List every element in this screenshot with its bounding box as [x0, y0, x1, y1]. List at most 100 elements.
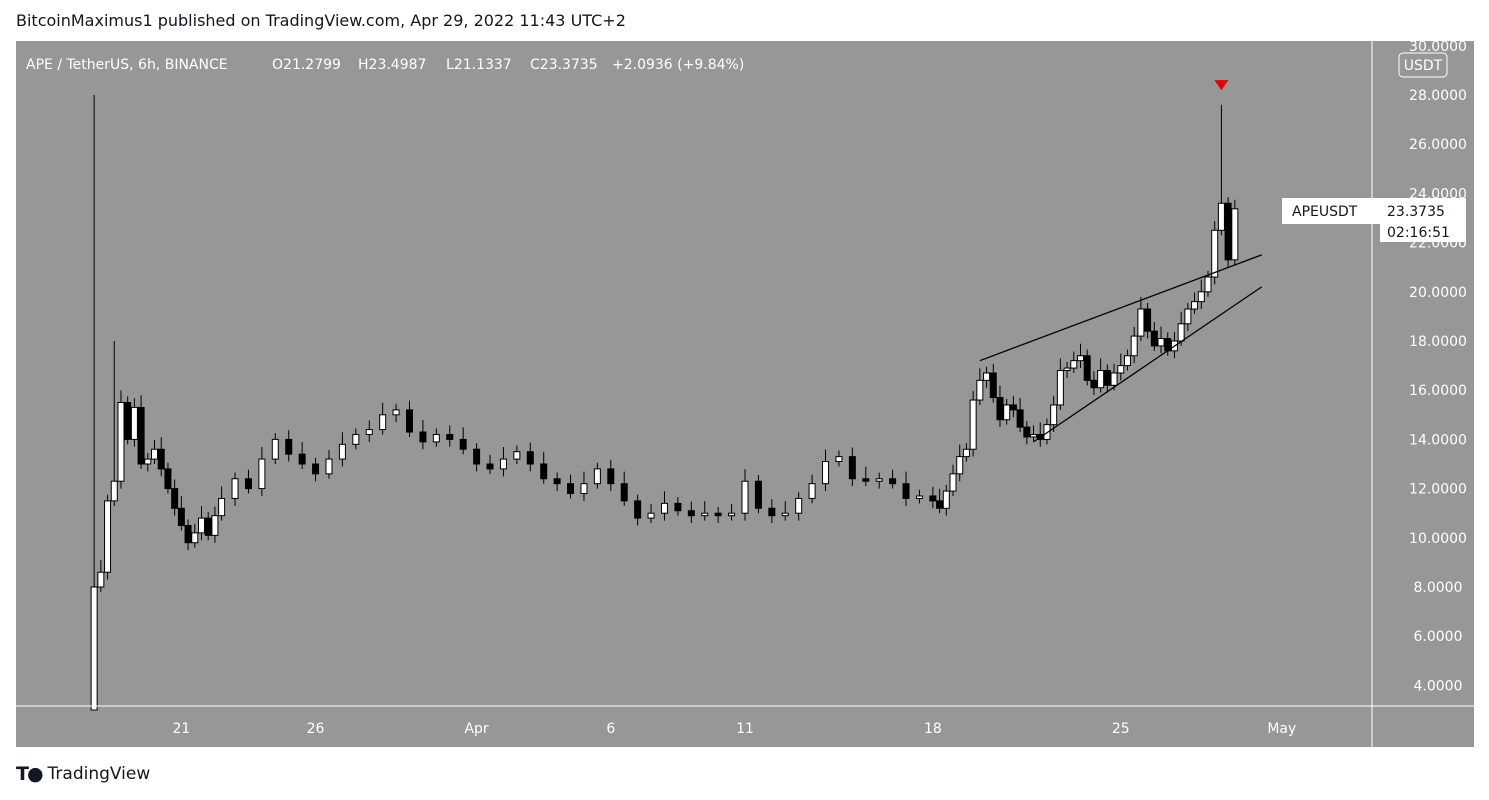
bullish-candle [1231, 208, 1239, 261]
price-tick-label: 6.0000 [1414, 629, 1463, 645]
bullish-candle [218, 497, 226, 517]
bullish-candle [365, 429, 373, 435]
bearish-candle [486, 463, 494, 470]
bearish-candle [540, 463, 548, 480]
bearish-candle [1083, 355, 1091, 381]
bullish-candle [875, 478, 883, 482]
bearish-candle [902, 483, 910, 499]
legend-change: +2.0936 (+9.84%) [612, 57, 744, 73]
bullish-candle [1217, 202, 1225, 231]
support-trendline [1033, 286, 1263, 443]
footer-brand-name: TradingView [47, 764, 151, 784]
time-axis[interactable]: 21 26 Apr 6 11 18 25 May [172, 721, 1296, 737]
bullish-candle [1123, 355, 1131, 367]
bullish-candle [1110, 372, 1118, 386]
bearish-candle [889, 478, 897, 485]
price-tick-label: 26.0000 [1409, 137, 1467, 153]
price-tick-label: 30.0000 [1409, 41, 1467, 55]
bullish-candle [728, 512, 736, 517]
legend-close-value: 23.3735 [540, 57, 598, 73]
bullish-candle [271, 438, 279, 460]
bearish-candle [754, 480, 762, 509]
bullish-candle [647, 512, 655, 519]
bearish-candle [1016, 409, 1024, 428]
bullish-candle [701, 512, 709, 517]
time-tick-label: 6 [606, 721, 615, 737]
price-tick-label: 16.0000 [1409, 383, 1467, 399]
bullish-candle [660, 502, 668, 514]
bearish-candle [473, 448, 481, 465]
time-tick-label: 25 [1112, 721, 1130, 737]
resistance-trendline [979, 254, 1262, 362]
footer-branding[interactable]: 𝗧● TradingView [16, 763, 150, 785]
time-tick-label: Apr [464, 721, 488, 737]
time-tick-label: 21 [172, 721, 190, 737]
legend-high-value: 23.4987 [369, 57, 427, 73]
bullish-candle [117, 402, 125, 482]
legend-low-value: 21.1337 [454, 57, 512, 73]
bullish-candle [1130, 335, 1138, 357]
price-tick-label: 14.0000 [1409, 432, 1467, 448]
down-triangle-marker-icon [1214, 80, 1229, 91]
price-axis[interactable]: 30.000028.000026.000024.000022.000020.00… [1409, 41, 1467, 694]
legend-symbol: APE / TetherUS, 6h, BINANCE [26, 57, 228, 73]
price-tick-label: 4.0000 [1414, 678, 1463, 694]
bearish-candle [674, 502, 682, 512]
bullish-candle [969, 399, 977, 450]
bullish-candle [432, 433, 440, 443]
chart-frame[interactable]: APE / TetherUS, 6h, BINANCE O21.2799 H23… [16, 41, 1474, 747]
bullish-candle [949, 473, 957, 492]
bearish-candle [862, 478, 870, 482]
bullish-candle [144, 458, 152, 465]
bullish-candle [781, 512, 789, 517]
bearish-candle [687, 510, 695, 517]
bearish-candle [768, 507, 776, 517]
currency-label: USDT [1404, 58, 1443, 74]
bullish-candle [1204, 276, 1212, 293]
bullish-candle [976, 379, 984, 401]
legend-open-label: O [272, 57, 283, 73]
bearish-candle [989, 372, 997, 399]
legend-open-value: 21.2799 [283, 57, 341, 73]
bullish-candle [942, 490, 950, 509]
bullish-candle [1177, 323, 1185, 342]
bearish-candle [171, 488, 179, 509]
bearish-candle [459, 438, 467, 450]
bearish-candle [929, 495, 937, 502]
price-tick-label: 8.0000 [1414, 580, 1463, 596]
last-price-value: 23.3735 [1387, 204, 1445, 220]
bullish-candle [1050, 404, 1058, 426]
bearish-candle [1023, 426, 1031, 438]
bullish-candle [392, 409, 400, 416]
time-tick-label: May [1267, 721, 1296, 737]
bullish-candle [352, 433, 360, 445]
bearish-candle [1103, 370, 1111, 386]
currency-badge[interactable] [1398, 52, 1448, 78]
time-tick-label: 18 [924, 721, 942, 737]
bullish-candle [962, 448, 970, 458]
bullish-candle [338, 443, 346, 460]
last-price-tag [1380, 198, 1466, 242]
bearish-candle [936, 500, 944, 509]
bearish-candle [996, 397, 1004, 421]
bullish-candle [915, 495, 923, 499]
last-price-symbol-tag [1282, 198, 1380, 224]
bullish-candle [1056, 370, 1064, 406]
bullish-candle [104, 500, 112, 573]
bullish-candle [151, 448, 159, 460]
bearish-candle [184, 525, 192, 544]
candles-layer [90, 95, 1239, 711]
bearish-candle [607, 468, 615, 485]
legend-high-label: H [358, 57, 369, 73]
bullish-candle [231, 478, 239, 499]
bullish-candle [211, 515, 219, 536]
bullish-candle [1097, 370, 1105, 389]
price-chart[interactable]: APE / TetherUS, 6h, BINANCE O21.2799 H23… [16, 41, 1474, 747]
bearish-candle [848, 456, 856, 480]
price-tick-label: 20.0000 [1409, 285, 1467, 301]
legend-low-label: L [446, 57, 454, 73]
price-tick-label: 28.0000 [1409, 88, 1467, 104]
bullish-candle [1070, 360, 1078, 369]
bearish-candle [177, 507, 185, 526]
bearish-candle [553, 478, 561, 485]
